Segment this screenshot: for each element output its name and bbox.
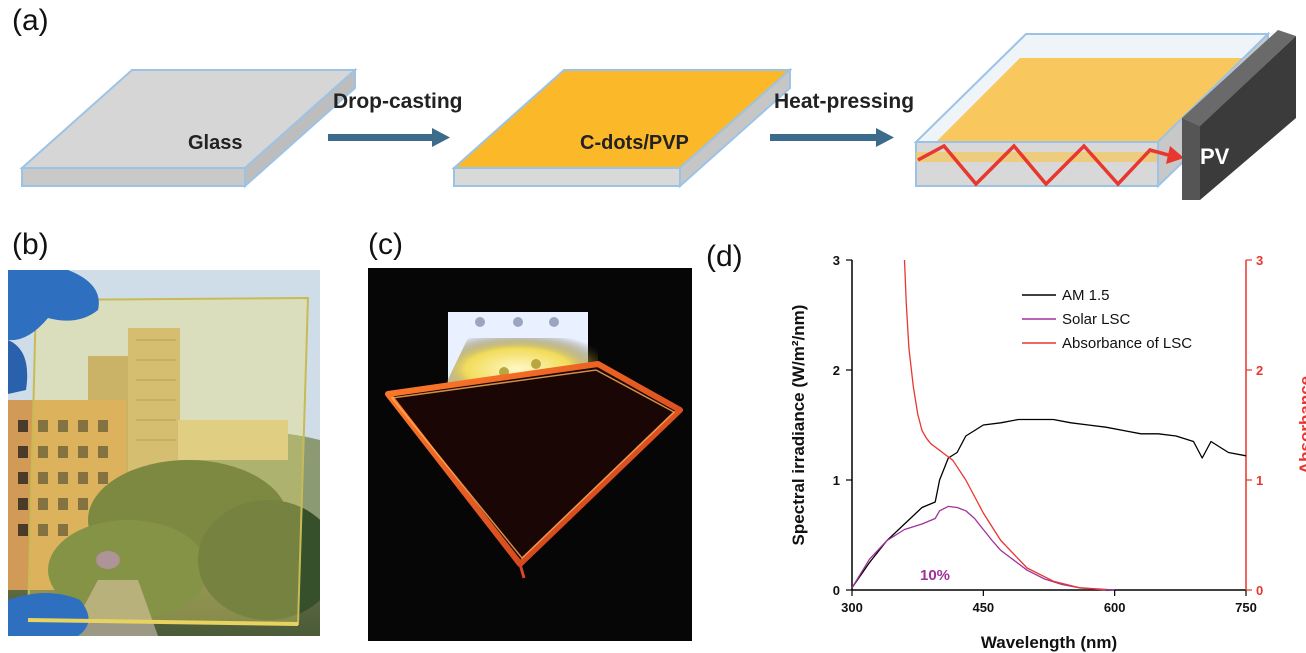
- fabrication-schematic: Glass Drop-casting C-dots/PVP Heat-press…: [19, 30, 1296, 200]
- heat-pressing-arrow: [770, 128, 894, 147]
- plot-frame: [851, 260, 1247, 591]
- legend-entry-am15: AM 1.5: [1062, 287, 1110, 304]
- x-tick-label: 450: [972, 600, 994, 615]
- panel-label-a: (a): [12, 4, 49, 37]
- y-tick-label: 1: [833, 473, 840, 488]
- y2-tick-label: 3: [1256, 253, 1263, 268]
- lsc-daylight-photo: [8, 270, 320, 636]
- ticks-layer: 300 450 600 750 0 1 2 3 0 1 2 3: [833, 253, 1263, 615]
- x-tick-label: 600: [1104, 600, 1126, 615]
- series-absorbance-line: [903, 259, 1106, 591]
- series-layer: [851, 259, 1247, 591]
- y-tick-label: 2: [833, 363, 840, 378]
- x-axis-label: Wavelength (nm): [981, 633, 1117, 652]
- y2-tick-label: 1: [1256, 473, 1263, 488]
- lsc-illumination-photo: [368, 268, 692, 641]
- heat-pressing-label: Heat-pressing: [774, 90, 914, 113]
- cdots-slab: [451, 67, 793, 189]
- legend-entry-solar-lsc: Solar LSC: [1062, 311, 1131, 328]
- panel-label-d: (d): [706, 240, 743, 273]
- drop-casting-arrow: [328, 128, 450, 147]
- glass-label: Glass: [188, 132, 242, 154]
- light-path-arrowhead: [1166, 146, 1184, 164]
- series-solar-lsc-line: [851, 505, 1115, 591]
- x-tick-label: 750: [1235, 600, 1257, 615]
- panel-label-b: (b): [12, 228, 49, 261]
- cdots-label: C-dots/PVP: [580, 132, 689, 154]
- spectra-chart: 300 450 600 750 0 1 2 3 0 1 2 3 Wavelength (nm) Spe…: [789, 253, 1306, 652]
- annotation-10-percent: 10%: [920, 567, 950, 584]
- light-path-zigzag: [917, 143, 1173, 187]
- y-axis-label: Spectral irradiance (W/m²/nm): [789, 305, 808, 546]
- legend: AM 1.5 Solar LSC Absorbance of LSC: [1022, 287, 1192, 352]
- y-tick-label: 0: [833, 583, 840, 598]
- pv-label: PV: [1200, 144, 1230, 169]
- series-am15-line: [851, 418, 1247, 589]
- glass-slab: [19, 67, 358, 189]
- y2-tick-label: 0: [1256, 583, 1263, 598]
- y2-tick-label: 2: [1256, 363, 1263, 378]
- y2-axis-label: Absorbance: [1296, 376, 1306, 474]
- legend-entry-absorbance: Absorbance of LSC: [1062, 335, 1192, 352]
- x-tick-label: 300: [841, 600, 863, 615]
- pv-panel: [1182, 30, 1296, 200]
- y-tick-label: 3: [833, 253, 840, 268]
- drop-casting-label: Drop-casting: [333, 90, 463, 113]
- panel-label-c: (c): [368, 228, 403, 261]
